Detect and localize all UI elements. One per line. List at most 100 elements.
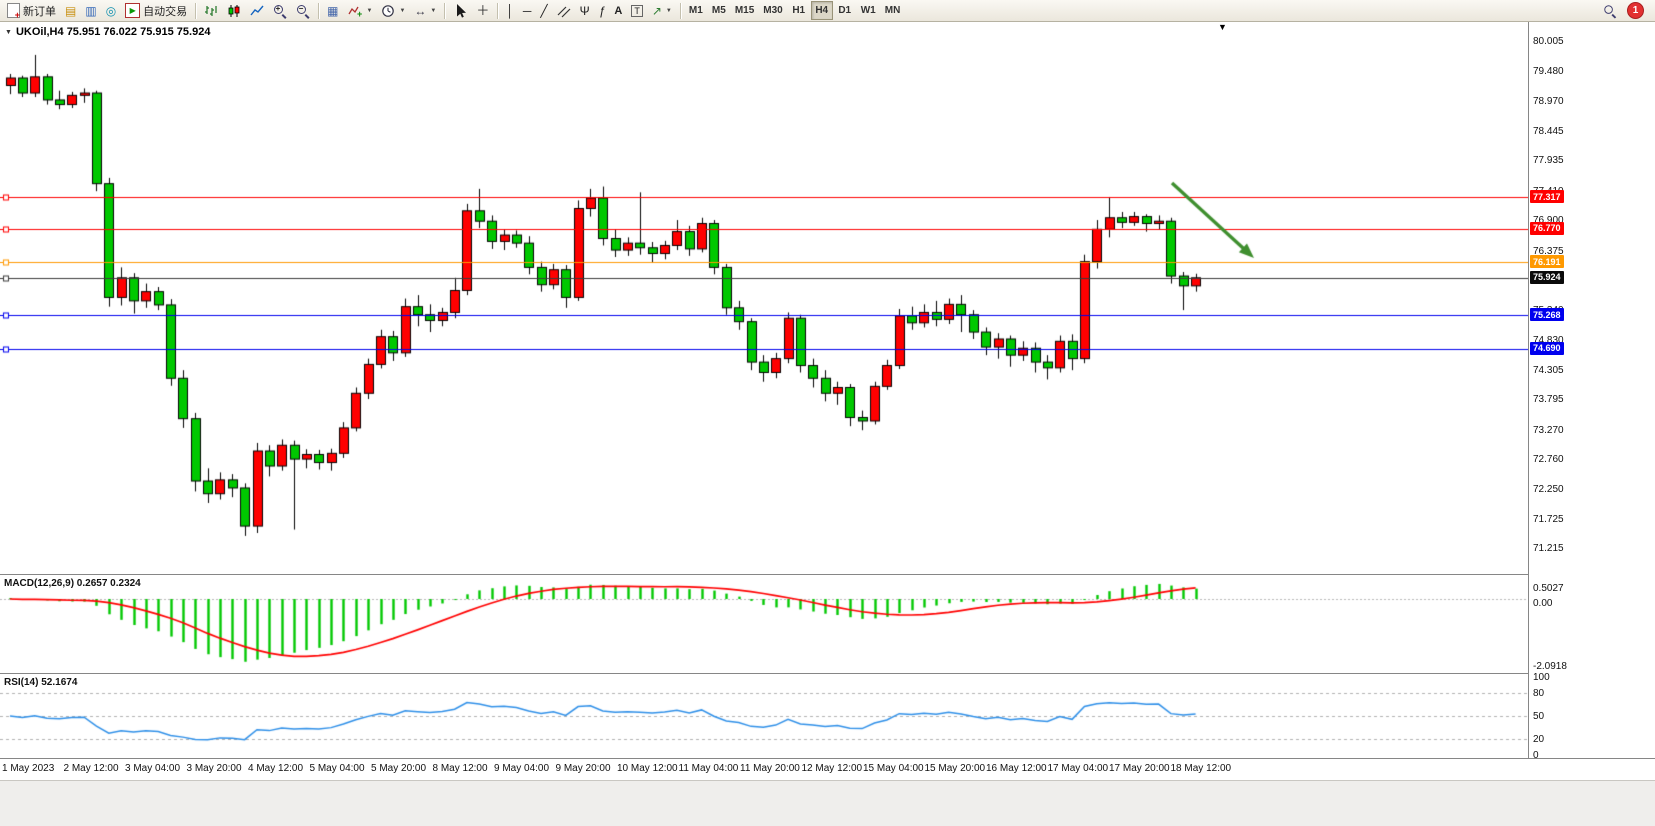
label-tool-button[interactable]: T: [627, 1, 647, 20]
time-tick: 5 May 20:00: [371, 763, 427, 774]
new-order-button[interactable]: 新订单: [3, 1, 60, 20]
line-chart-icon: [250, 5, 264, 15]
search-icon: [1603, 4, 1616, 17]
price-tick: 71.725: [1533, 514, 1564, 525]
zoom-out-button[interactable]: −: [292, 1, 314, 20]
fibonacci-button[interactable]: ƒ: [595, 1, 610, 20]
pitchfork-button[interactable]: Ψ: [576, 1, 594, 20]
notification-badge[interactable]: 1: [1627, 2, 1644, 19]
tile-windows-icon: ▦: [327, 3, 339, 18]
clock-icon: [382, 4, 395, 17]
time-tick: 4 May 12:00: [248, 763, 304, 774]
chevron-down-icon: ▼: [665, 7, 672, 14]
search-button[interactable]: [1599, 1, 1621, 20]
price-tick: 73.795: [1533, 394, 1564, 406]
time-tick: 3 May 04:00: [125, 763, 181, 774]
current-price-badge: 75.924: [1530, 270, 1564, 284]
bar-chart-icon: [205, 5, 217, 16]
time-tick: 3 May 20:00: [186, 763, 242, 774]
timeframe-D1[interactable]: D1: [834, 1, 856, 20]
timeframe-MN[interactable]: MN: [881, 1, 905, 20]
tile-windows-button[interactable]: ▦: [323, 1, 342, 20]
pane-splitter[interactable]: [0, 574, 1655, 575]
autotrading-button[interactable]: ▶ 自动交易: [121, 1, 191, 20]
text-tool-button[interactable]: A: [610, 1, 626, 20]
timeframe-H1[interactable]: H1: [788, 1, 810, 20]
time-tick: 2 May 12:00: [63, 763, 119, 774]
price-tick: 80.005: [1533, 35, 1564, 47]
timeframe-H4[interactable]: H4: [810, 1, 833, 20]
pane-splitter[interactable]: [0, 673, 1655, 674]
price-tick: 79.480: [1533, 66, 1564, 78]
time-tick: 11 May 20:00: [740, 763, 800, 774]
macd-axis-tick: 0.5027: [1533, 582, 1564, 594]
chart-shift-marker-icon[interactable]: ▼: [1218, 22, 1227, 32]
price-tick: 76.375: [1533, 245, 1564, 257]
timeframe-M5[interactable]: M5: [708, 1, 730, 20]
cursor-button[interactable]: [449, 1, 471, 20]
new-order-label: 新订单: [23, 5, 56, 18]
timeframe-toolbar: M1 M5 M15 M30 H1 H4 D1 W1 MN: [685, 1, 904, 20]
toolbar-separator: [679, 2, 681, 19]
bar-chart-button[interactable]: [200, 1, 222, 20]
time-tick: 15 May 04:00: [863, 763, 924, 774]
macd-canvas[interactable]: [0, 576, 1528, 672]
toolbar: 新订单 ▤ ▥ ◎ ▶ 自动交易 + − ▦ + ▼ ▼ ↔: [0, 0, 1655, 22]
timeframe-M1[interactable]: M1: [685, 1, 707, 20]
autotrading-label: 自动交易: [143, 5, 188, 18]
market-watch-button[interactable]: ▤: [61, 1, 80, 20]
price-tick: 74.305: [1533, 365, 1564, 377]
time-tick: 1 May 2023: [2, 763, 55, 774]
price-axis[interactable]: 80.00579.48078.97078.44577.93577.41076.9…: [1528, 22, 1655, 761]
trendline-button[interactable]: ╱: [536, 1, 551, 20]
time-axis[interactable]: 1 May 2023 2 May 12:00 3 May 04:00 3 May 20…: [0, 758, 1655, 781]
macd-axis-tick: -2.0918: [1533, 660, 1567, 672]
rsi-axis-tick: 50: [1533, 711, 1545, 722]
price-chart-canvas[interactable]: [0, 22, 1528, 574]
candlestick-chart-icon: [228, 4, 240, 17]
autotrading-icon: ▶: [125, 3, 141, 18]
indicators-button[interactable]: + ▼: [344, 1, 377, 20]
toolbar-separator: [195, 2, 197, 19]
horizontal-line-icon: ─: [522, 3, 532, 18]
svg-text:+: +: [357, 9, 362, 18]
timeframe-M30[interactable]: M30: [759, 1, 786, 20]
chart-shift-button[interactable]: ↔ ▼: [410, 1, 440, 20]
horizontal-line-button[interactable]: ─: [519, 1, 536, 20]
arrow-objects-button[interactable]: ↗ ▼: [648, 1, 676, 20]
chart-shift-icon: ↔: [414, 3, 427, 18]
chart-title: ▼ UKOil,H4 75.951 76.022 75.915 75.924: [5, 26, 210, 38]
price-level-badge: 76.770: [1530, 221, 1564, 235]
time-tick: 9 May 04:00: [494, 763, 550, 774]
fibonacci-icon: ƒ: [598, 3, 606, 18]
toolbar-separator: [444, 2, 446, 19]
rsi-axis-tick: 100: [1533, 672, 1550, 683]
crosshair-button[interactable]: ＋: [472, 1, 493, 20]
vertical-line-button[interactable]: │: [502, 1, 518, 20]
rsi-canvas[interactable]: [0, 675, 1528, 757]
label-tool-icon: T: [631, 4, 643, 17]
collapse-icon[interactable]: ▼: [5, 29, 12, 36]
time-tick: 12 May 12:00: [801, 763, 863, 774]
timeframe-W1[interactable]: W1: [857, 1, 880, 20]
timeframe-M15[interactable]: M15: [731, 1, 758, 20]
zoom-in-button[interactable]: +: [269, 1, 291, 20]
pitchfork-icon: Ψ: [579, 3, 590, 18]
price-tick: 74.830: [1533, 334, 1564, 346]
line-chart-button[interactable]: [246, 1, 268, 20]
price-tick: 76.900: [1533, 215, 1564, 227]
price-tick: 78.970: [1533, 95, 1564, 107]
price-tick: 72.250: [1533, 483, 1564, 495]
channel-button[interactable]: [553, 1, 575, 20]
cursor-icon: [457, 4, 467, 18]
rsi-indicator-label: RSI(14) 52.1674: [4, 677, 78, 688]
time-tick: 18 May 12:00: [1170, 763, 1232, 774]
terminal-button[interactable]: ◎: [102, 1, 120, 20]
time-tick: 11 May 04:00: [678, 763, 739, 774]
candlestick-chart-button[interactable]: [223, 1, 245, 20]
arrow-object-icon: ↗: [651, 3, 662, 18]
periods-button[interactable]: ▼: [377, 1, 409, 20]
price-level-badge: 76.191: [1530, 255, 1564, 269]
chart-window[interactable]: ▼ UKOil,H4 75.951 76.022 75.915 75.924 ▼ …: [0, 22, 1655, 826]
navigator-button[interactable]: ▥: [81, 1, 100, 20]
